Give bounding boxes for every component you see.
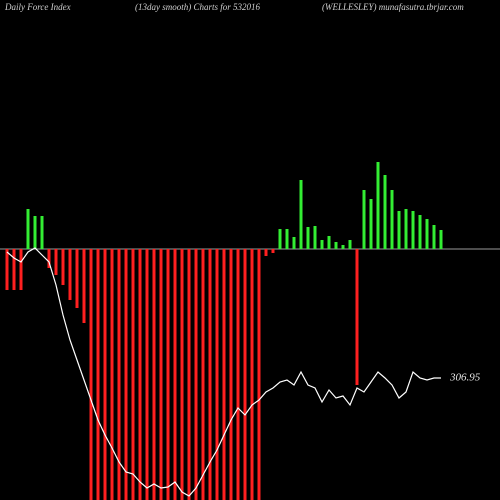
bar bbox=[306, 227, 310, 249]
bar bbox=[124, 249, 128, 500]
bar bbox=[208, 249, 212, 500]
bar bbox=[432, 225, 436, 249]
bar bbox=[75, 249, 79, 308]
bar bbox=[257, 249, 261, 500]
bar bbox=[159, 249, 163, 500]
bar bbox=[439, 230, 443, 249]
bar bbox=[397, 211, 401, 249]
chart-title: Daily Force Index bbox=[4, 2, 71, 12]
bar bbox=[355, 249, 359, 385]
bar bbox=[299, 180, 303, 249]
bar bbox=[47, 249, 51, 268]
bar bbox=[320, 240, 324, 249]
bar bbox=[5, 249, 9, 290]
bar bbox=[145, 249, 149, 500]
bar bbox=[89, 249, 93, 500]
bar bbox=[201, 249, 205, 500]
bar bbox=[229, 249, 233, 500]
bar bbox=[131, 249, 135, 500]
bar bbox=[411, 211, 415, 249]
bar bbox=[40, 216, 44, 249]
bar bbox=[425, 219, 429, 249]
bar bbox=[376, 162, 380, 249]
bar bbox=[341, 245, 345, 249]
bar bbox=[250, 249, 254, 500]
bar bbox=[404, 209, 408, 249]
bar bbox=[362, 190, 366, 249]
bar bbox=[222, 249, 226, 500]
bar bbox=[117, 249, 121, 500]
bar bbox=[390, 190, 394, 249]
bar bbox=[334, 242, 338, 249]
bar bbox=[103, 249, 107, 500]
bar bbox=[236, 249, 240, 500]
chart-subtitle: (13day smooth) Charts for 532016 bbox=[135, 2, 261, 12]
bar bbox=[327, 236, 331, 249]
bar bbox=[383, 175, 387, 249]
bar bbox=[96, 249, 100, 500]
bar bbox=[19, 249, 23, 290]
last-value-label: 306.95 bbox=[449, 372, 481, 384]
bar bbox=[110, 249, 114, 500]
bar bbox=[54, 249, 58, 275]
bar bbox=[243, 249, 247, 500]
bar bbox=[138, 249, 142, 500]
bar bbox=[271, 249, 275, 253]
bar bbox=[82, 249, 86, 323]
bar bbox=[61, 249, 65, 285]
bar bbox=[187, 249, 191, 500]
bar bbox=[166, 249, 170, 500]
bar bbox=[285, 229, 289, 249]
bar bbox=[418, 215, 422, 249]
price-line bbox=[6, 247, 441, 497]
bar bbox=[194, 249, 198, 500]
chart-source: (WELLESLEY) munafasutra.tbrjar.com bbox=[322, 2, 464, 12]
bar bbox=[33, 216, 37, 249]
bar bbox=[215, 249, 219, 500]
bar bbox=[180, 249, 184, 500]
bar bbox=[292, 237, 296, 249]
bar bbox=[348, 240, 352, 249]
bar bbox=[369, 199, 373, 249]
bar bbox=[12, 249, 16, 290]
bar bbox=[264, 249, 268, 256]
bar bbox=[152, 249, 156, 500]
bar bbox=[313, 226, 317, 249]
bar bbox=[278, 229, 282, 249]
bar bbox=[68, 249, 72, 300]
bar bbox=[26, 209, 30, 249]
bar bbox=[173, 249, 177, 500]
